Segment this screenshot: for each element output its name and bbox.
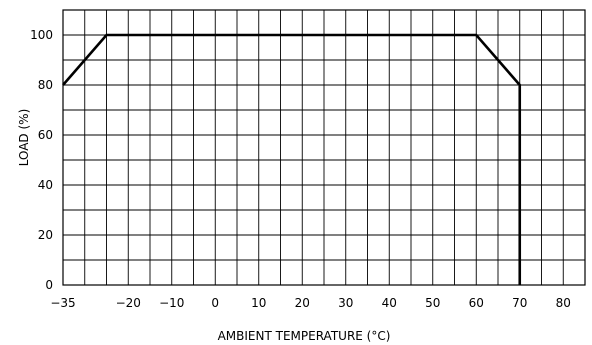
y-axis-label: LOAD (%) [17, 109, 31, 167]
plot-border [62, 9, 586, 286]
grid [63, 10, 585, 285]
x-tick-label: 30 [338, 296, 353, 310]
derating-curve [62, 33, 522, 285]
x-tick-label: −20 [116, 296, 141, 310]
x-tick-label: 10 [251, 296, 266, 310]
x-tick-label: −10 [159, 296, 184, 310]
y-tick-label: 20 [38, 228, 53, 242]
x-tick-label: 40 [382, 296, 397, 310]
x-tick-label: 70 [512, 296, 527, 310]
y-tick-label: 60 [38, 128, 53, 142]
x-tick-label: 20 [295, 296, 310, 310]
x-tick-label: 60 [469, 296, 484, 310]
x-tick-label: −35 [50, 296, 75, 310]
x-tick-label: 0 [211, 296, 219, 310]
y-tick-label: 80 [38, 78, 53, 92]
x-tick-label: 80 [556, 296, 571, 310]
y-tick-label: 40 [38, 178, 53, 192]
x-tick-labels: −35 −20 −10 0 10 20 30 40 50 60 70 80 [50, 296, 571, 310]
x-tick-label: 50 [425, 296, 440, 310]
y-tick-label: 0 [45, 278, 53, 292]
x-axis-label: AMBIENT TEMPERATURE (°C) [218, 329, 391, 343]
y-tick-label: 100 [30, 28, 53, 42]
series-layer [62, 33, 522, 285]
y-tick-labels: 0 20 40 60 80 100 [30, 28, 53, 292]
